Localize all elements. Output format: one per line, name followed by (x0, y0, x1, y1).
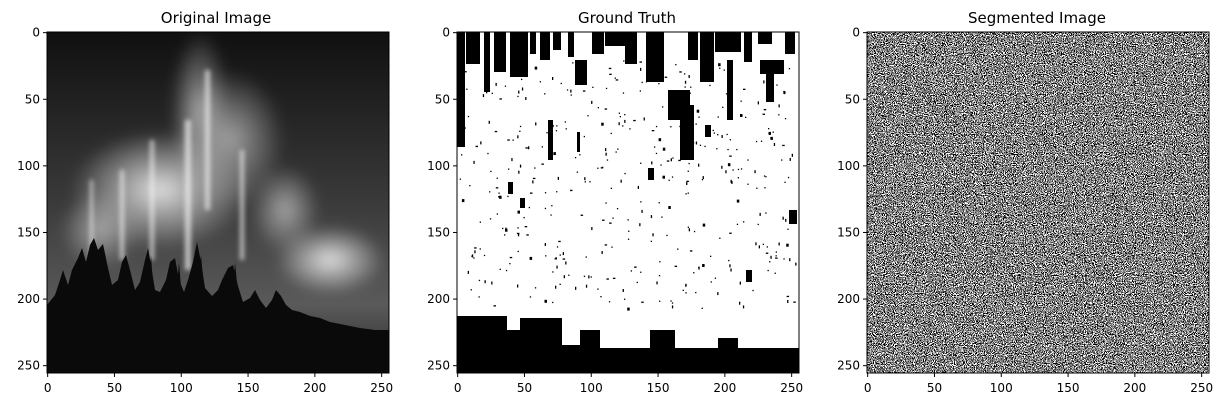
original-image (47, 32, 389, 373)
y-tick-label: 150 (427, 225, 450, 239)
y-tick-label: 0 (32, 26, 40, 40)
y-tick-label: 250 (837, 359, 860, 373)
panel-original: Original Image (17, 9, 393, 395)
y-tick-label: 50 (435, 92, 450, 106)
x-tick-label: 100 (990, 381, 1013, 395)
axes-frame (866, 31, 1210, 374)
x-tick-label: 100 (170, 381, 193, 395)
y-axis: 0 50 100 150 200 250 (837, 26, 867, 373)
x-tick-label: 150 (237, 381, 260, 395)
y-tick-label: 0 (852, 26, 860, 40)
x-tick-label: 50 (107, 381, 122, 395)
axes-frame (46, 31, 390, 374)
panel-title: Ground Truth (578, 9, 676, 27)
y-tick-label: 200 (837, 292, 860, 306)
x-axis: 0 50 100 150 200 250 (44, 373, 393, 395)
y-tick-label: 250 (17, 359, 40, 373)
y-tick-label: 150 (837, 225, 860, 239)
x-tick-label: 150 (1057, 381, 1080, 395)
x-axis: 0 50 100 150 200 250 (864, 373, 1213, 395)
panel-segmented: Segmented Image 0 50 100 150 200 250 0 50 100 15… (837, 9, 1213, 395)
x-tick-label: 100 (580, 381, 603, 395)
x-tick-label: 250 (370, 381, 393, 395)
x-tick-label: 250 (780, 381, 803, 395)
y-tick-label: 200 (427, 292, 450, 306)
y-axis: 0 50 100 150 200 250 (17, 26, 47, 373)
x-tick-label: 200 (1123, 381, 1146, 395)
y-axis: 0 50 100 150 200 250 (427, 26, 457, 373)
x-tick-label: 150 (647, 381, 670, 395)
panel-title: Original Image (161, 9, 271, 27)
x-tick-label: 250 (1190, 381, 1213, 395)
y-tick-label: 50 (845, 92, 860, 106)
x-tick-label: 0 (44, 381, 52, 395)
panel-title: Segmented Image (968, 9, 1106, 27)
ground-truth-image (457, 32, 799, 373)
y-tick-label: 100 (17, 159, 40, 173)
y-tick-label: 150 (17, 225, 40, 239)
x-axis: 0 50 100 150 200 250 (454, 373, 803, 395)
y-tick-label: 200 (17, 292, 40, 306)
x-tick-label: 50 (927, 381, 942, 395)
x-tick-label: 0 (454, 381, 462, 395)
x-tick-label: 0 (864, 381, 872, 395)
x-tick-label: 200 (713, 381, 736, 395)
x-tick-label: 50 (517, 381, 532, 395)
panel-ground-truth: Ground Truth (427, 9, 803, 395)
segmented-image (867, 32, 1209, 373)
y-tick-label: 50 (25, 92, 40, 106)
y-tick-label: 250 (427, 359, 450, 373)
axes-frame (456, 31, 800, 374)
y-tick-label: 100 (837, 159, 860, 173)
y-tick-label: 100 (427, 159, 450, 173)
y-tick-label: 0 (442, 26, 450, 40)
x-tick-label: 200 (303, 381, 326, 395)
